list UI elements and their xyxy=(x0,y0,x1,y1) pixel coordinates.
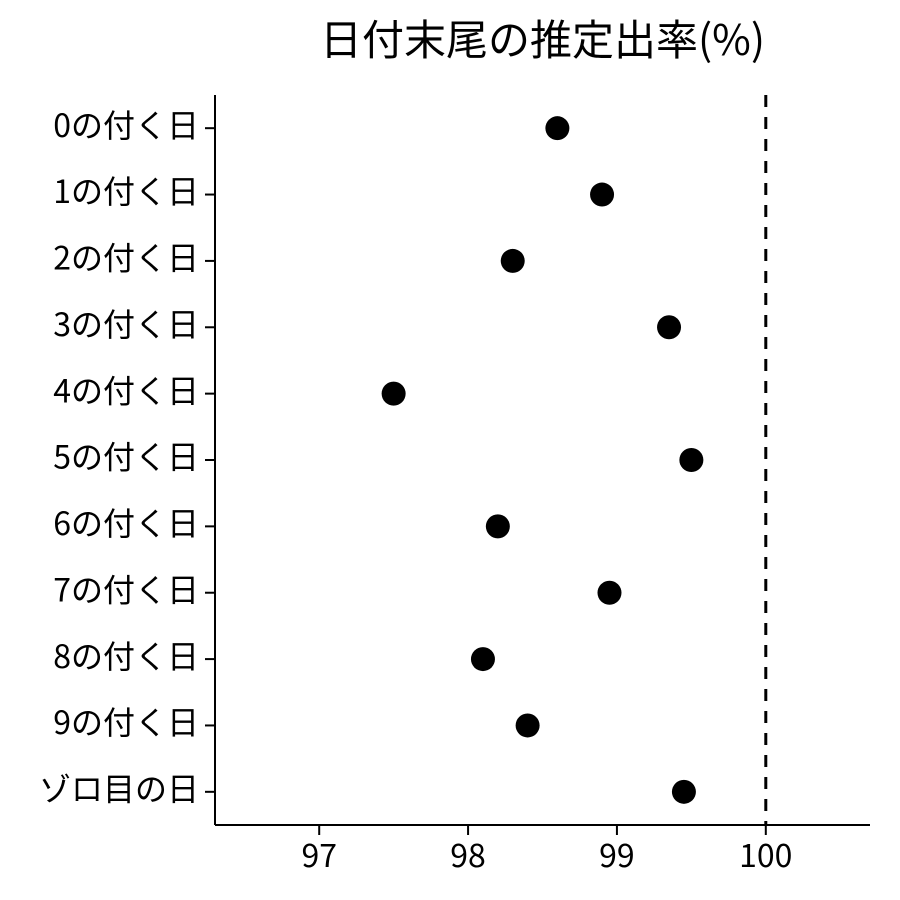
y-tick-label: 6の付く日 xyxy=(53,499,199,545)
data-point xyxy=(382,382,406,406)
x-tick-label: 97 xyxy=(301,831,337,877)
axes: 0の付く日 1の付く日 2の付く日 3の付く日 4の付く日 5の付く日 6の付く日 7の付く日… xyxy=(39,95,870,877)
data-point xyxy=(657,315,681,339)
data-point xyxy=(486,514,510,538)
data-point xyxy=(679,448,703,472)
y-tick-label: 5の付く日 xyxy=(53,433,199,479)
data-points xyxy=(382,116,704,804)
y-tick-label: 3の付く日 xyxy=(53,300,199,346)
y-tick-label: 9の付く日 xyxy=(53,698,199,744)
y-tick-label: 7の付く日 xyxy=(53,565,199,611)
y-tick-label: ゾロ目の日 xyxy=(39,765,199,811)
x-tick-label: 98 xyxy=(450,831,486,877)
y-tick-label: 0の付く日 xyxy=(53,101,199,147)
x-tick-label: 100 xyxy=(739,831,792,877)
y-tick-label: 4の付く日 xyxy=(53,366,199,412)
data-point xyxy=(672,780,696,804)
dot-plot-chart: 日付末尾の推定出率(%) 0の付く日 1の付く日 2の付く日 3の付く日 4の付く日 5の… xyxy=(0,0,900,900)
y-tick-label: 8の付く日 xyxy=(53,632,199,678)
x-tick-label: 99 xyxy=(599,831,635,877)
data-point xyxy=(516,713,540,737)
data-point xyxy=(545,116,569,140)
y-tick-label: 2の付く日 xyxy=(53,234,199,280)
y-tick-label: 1の付く日 xyxy=(53,167,199,213)
data-point xyxy=(597,581,621,605)
data-point xyxy=(590,183,614,207)
data-point xyxy=(471,647,495,671)
data-point xyxy=(501,249,525,273)
chart-title: 日付末尾の推定出率(%) xyxy=(320,7,765,68)
